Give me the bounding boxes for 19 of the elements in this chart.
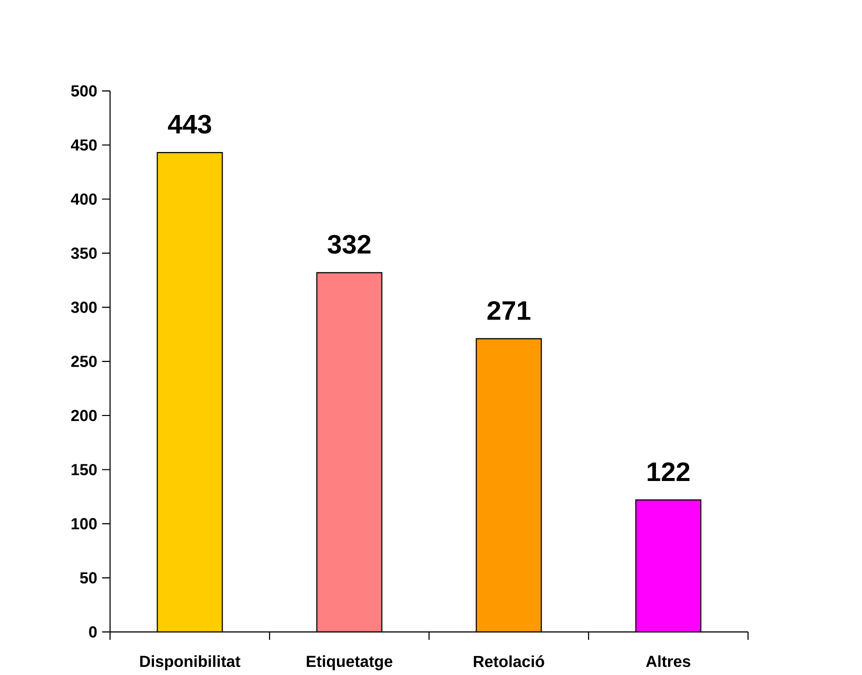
y-tick-label: 200 [71,410,97,422]
y-tick-label: 50 [80,572,97,584]
data-label: 122 [648,462,690,482]
y-tick-label: 250 [71,356,97,368]
y-tick-label: 100 [72,518,97,530]
y-tick-label: 300 [71,302,97,314]
x-tick-label: Disponibilitat [140,655,240,670]
data-label: 271 [487,301,530,320]
y-tick-label: 450 [70,139,97,151]
y-tick-label: 0 [89,626,97,638]
y-tick-label: 150 [72,464,97,476]
y-tick-label: 350 [71,248,97,260]
data-label: 332 [328,234,370,254]
y-tick-label: 400 [70,194,97,205]
x-tick-label: Altres [646,655,690,668]
data-label: 443 [168,114,212,134]
x-tick-label: Etiquetatge [306,655,392,670]
y-tick-label: 500 [71,85,97,97]
x-tick-label: Retolació [474,655,544,668]
